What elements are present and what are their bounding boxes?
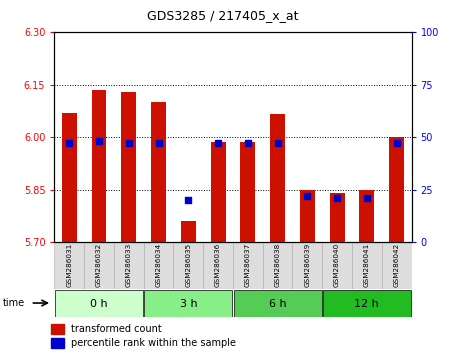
Text: GSM286032: GSM286032: [96, 243, 102, 287]
Bar: [122, 92, 136, 242]
Bar: [352, 243, 382, 289]
Bar: [270, 114, 285, 242]
Bar: [181, 222, 196, 242]
Text: percentile rank within the sample: percentile rank within the sample: [70, 338, 236, 348]
Bar: [62, 113, 77, 242]
Bar: [233, 243, 263, 289]
Text: GSM286042: GSM286042: [394, 243, 400, 287]
Bar: [114, 243, 144, 289]
Point: [65, 141, 73, 146]
Bar: [322, 243, 352, 289]
Bar: [359, 190, 374, 242]
Point: [244, 141, 252, 146]
Text: time: time: [2, 298, 25, 308]
Point: [125, 141, 132, 146]
Bar: [144, 243, 174, 289]
Bar: [382, 243, 412, 289]
Bar: [300, 190, 315, 242]
Bar: [240, 142, 255, 242]
Text: GSM286033: GSM286033: [126, 243, 132, 287]
Text: transformed count: transformed count: [70, 324, 161, 334]
Point: [274, 141, 281, 146]
Bar: [84, 243, 114, 289]
Text: GDS3285 / 217405_x_at: GDS3285 / 217405_x_at: [147, 9, 298, 22]
Bar: [234, 290, 322, 317]
Text: GSM286037: GSM286037: [245, 243, 251, 287]
Text: GSM286038: GSM286038: [275, 243, 280, 287]
Bar: [389, 137, 404, 242]
Text: GSM286034: GSM286034: [156, 243, 162, 287]
Text: GSM286041: GSM286041: [364, 243, 370, 287]
Point: [393, 141, 401, 146]
Bar: [323, 290, 411, 317]
Point: [214, 141, 222, 146]
Point: [333, 195, 341, 201]
Bar: [151, 102, 166, 242]
Bar: [144, 290, 232, 317]
Point: [363, 195, 371, 201]
Bar: [263, 243, 292, 289]
Bar: [51, 324, 64, 334]
Point: [184, 198, 192, 203]
Text: GSM286035: GSM286035: [185, 243, 191, 287]
Bar: [51, 338, 64, 348]
Bar: [54, 243, 84, 289]
Bar: [210, 142, 226, 242]
Text: GSM286036: GSM286036: [215, 243, 221, 287]
Text: GSM286031: GSM286031: [66, 243, 72, 287]
Bar: [330, 193, 344, 242]
Bar: [292, 243, 322, 289]
Text: GSM286039: GSM286039: [304, 243, 310, 287]
Text: 0 h: 0 h: [90, 298, 108, 309]
Point: [304, 193, 311, 199]
Text: GSM286040: GSM286040: [334, 243, 340, 287]
Text: 12 h: 12 h: [354, 298, 379, 309]
Bar: [55, 290, 143, 317]
Bar: [92, 90, 106, 242]
Point: [155, 141, 162, 146]
Bar: [203, 243, 233, 289]
Text: 6 h: 6 h: [269, 298, 287, 309]
Text: 3 h: 3 h: [179, 298, 197, 309]
Point: [95, 138, 103, 144]
Bar: [174, 243, 203, 289]
